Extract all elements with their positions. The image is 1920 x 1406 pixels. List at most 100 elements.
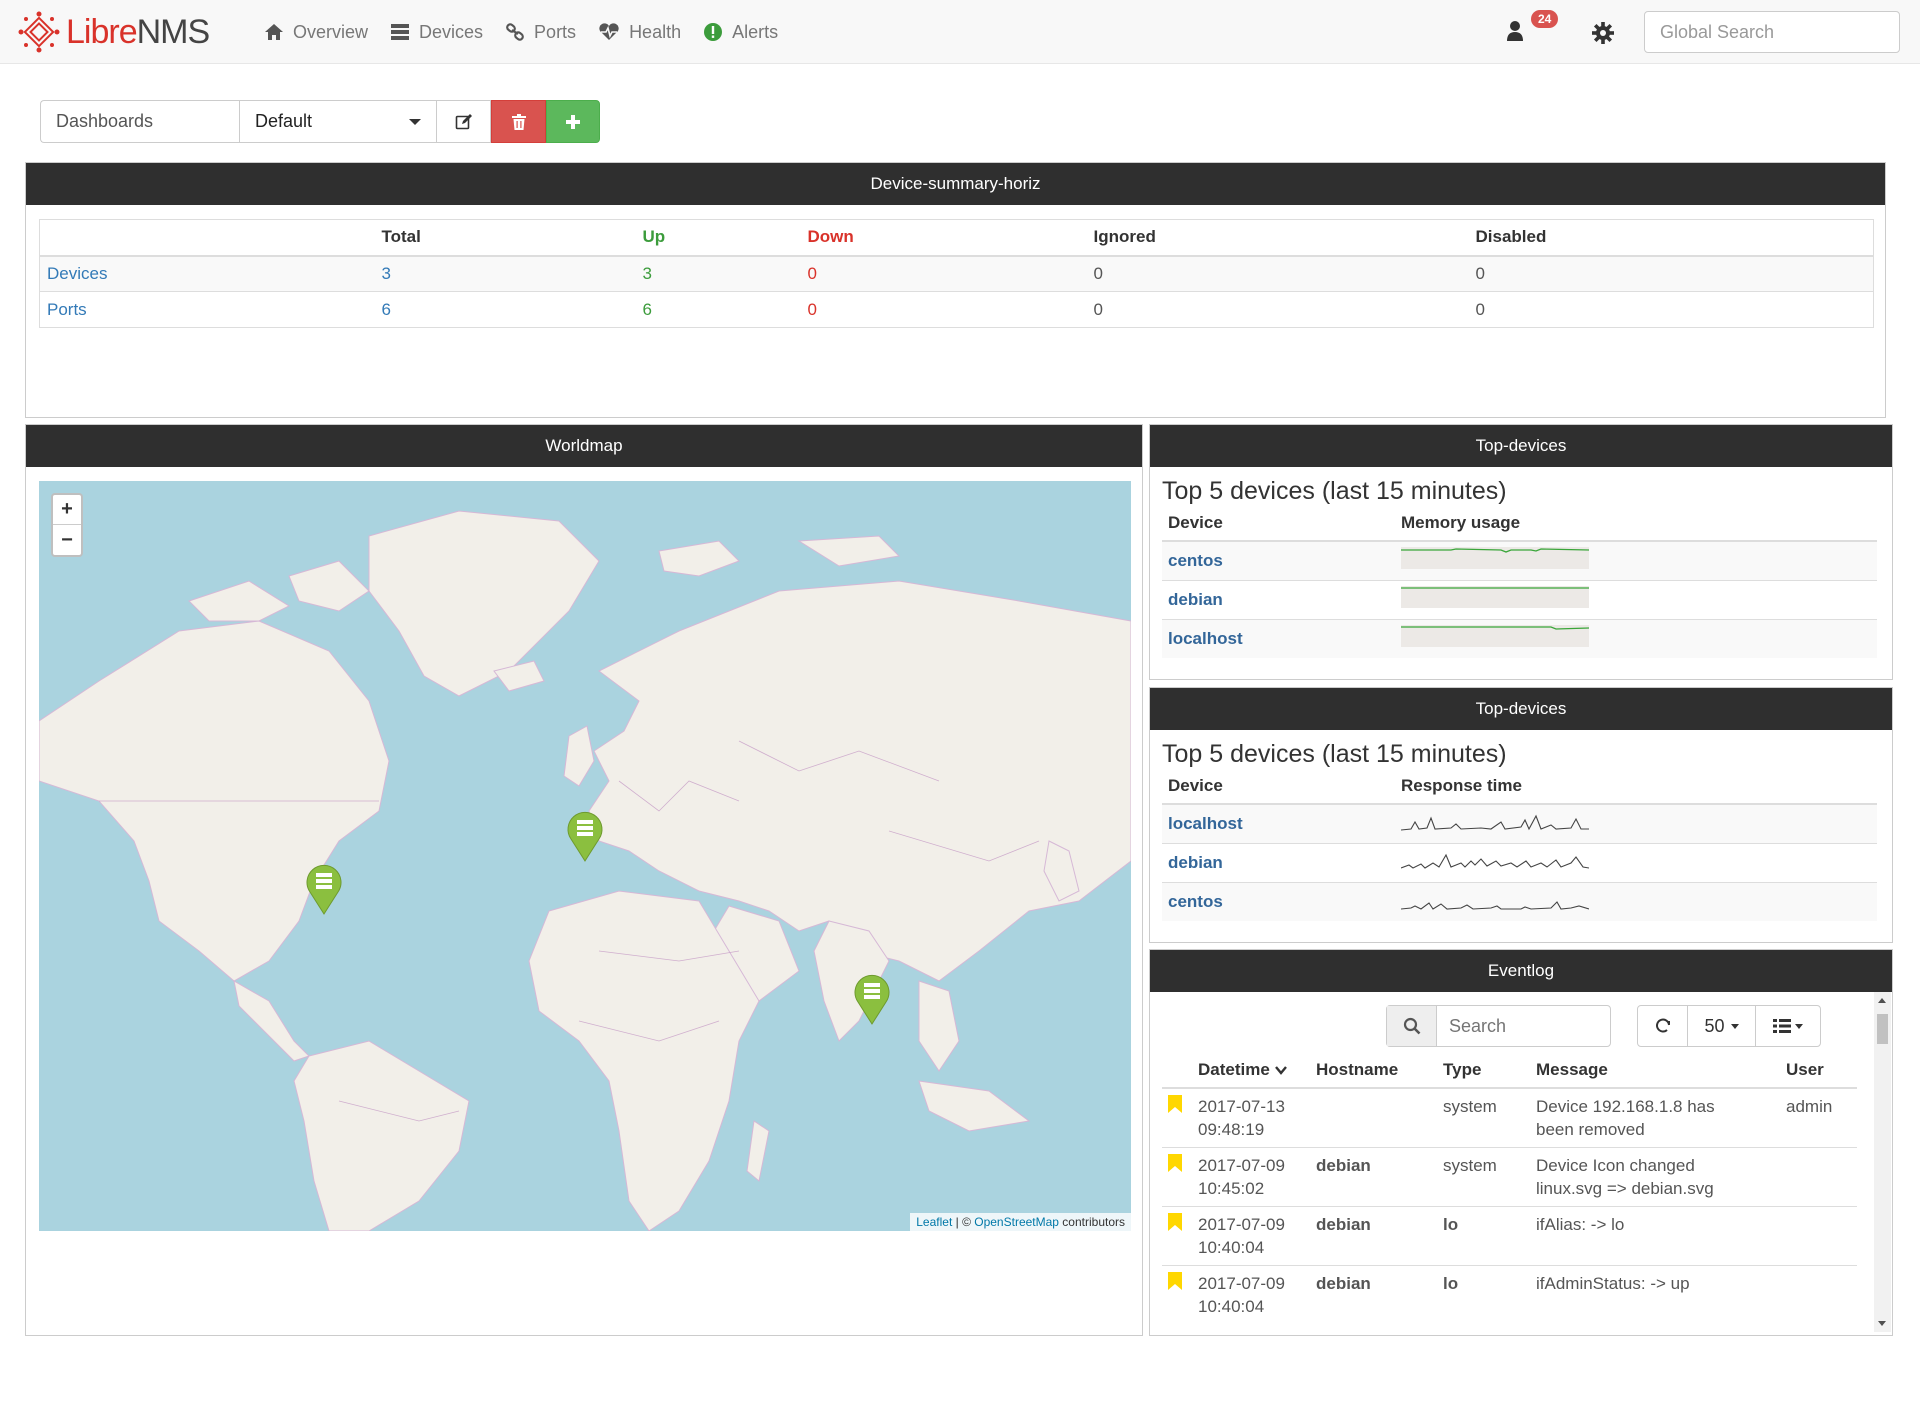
scroll-up-arrow-icon[interactable] [1878, 998, 1886, 1003]
device-link[interactable]: localhost [1162, 618, 1395, 658]
table-row: 2017-07-13 09:48:19 system Device 192.168… [1162, 1087, 1857, 1148]
nav-overview[interactable]: Overview [264, 22, 368, 43]
add-dashboard-button[interactable] [546, 100, 600, 143]
nav-devices[interactable]: Devices [390, 22, 483, 43]
event-message-line1: ifAdminStatus: -> up [1536, 1274, 1690, 1293]
device-link[interactable]: debian [1162, 579, 1395, 619]
dashboards-label: Dashboards [40, 100, 239, 143]
summary-col-blank [39, 219, 375, 257]
device-summary-widget-title[interactable]: Device-summary-horiz [26, 163, 1885, 205]
page-size-dropdown[interactable]: 50 [1688, 1006, 1756, 1046]
table-row: localhost [1162, 618, 1877, 658]
event-hostname[interactable]: debian [1310, 1147, 1437, 1207]
list-icon [1773, 1019, 1791, 1033]
response-sparkline[interactable] [1395, 803, 1877, 843]
col-datetime[interactable]: Datetime [1192, 1052, 1310, 1089]
dashboard-select[interactable]: Default [239, 100, 437, 143]
plus-icon [566, 114, 580, 129]
summary-row-name[interactable]: Ports [39, 291, 375, 328]
event-message-line1: Device Icon changed [1536, 1156, 1695, 1175]
event-time: 10:40:04 [1198, 1297, 1265, 1316]
response-sparkline[interactable] [1395, 881, 1877, 921]
event-hostname[interactable] [1310, 1087, 1437, 1148]
col-hostname[interactable]: Hostname [1310, 1052, 1437, 1089]
severity-cell [1162, 1265, 1192, 1324]
summary-total[interactable]: 6 [374, 291, 636, 328]
delete-dashboard-button[interactable] [491, 100, 546, 143]
summary-up[interactable]: 6 [635, 291, 801, 328]
nav-ports[interactable]: Ports [505, 22, 576, 43]
table-row: centos [1162, 540, 1877, 580]
device-link[interactable]: localhost [1162, 803, 1395, 843]
device-summary-table: Total Up Down Ignored Disabled Devices 3… [39, 219, 1874, 328]
summary-row-name[interactable]: Devices [39, 255, 375, 292]
summary-col-disabled: Disabled [1468, 219, 1874, 257]
table-row: 2017-07-09 10:45:02 debian system Device … [1162, 1147, 1857, 1207]
event-hostname[interactable]: debian [1310, 1206, 1437, 1266]
device-link[interactable]: centos [1162, 881, 1395, 921]
alert-count-badge[interactable]: 24 [1531, 10, 1559, 28]
gear-icon [1592, 22, 1614, 44]
col-device: Device [1162, 768, 1395, 805]
table-row: 2017-07-09 10:40:04 debian lo ifAdminStat… [1162, 1265, 1857, 1324]
table-row: 2017-07-09 10:40:04 debian lo ifAlias: ->… [1162, 1206, 1857, 1266]
summary-col-total: Total [374, 219, 636, 257]
eventlog-widget-title[interactable]: Eventlog [1150, 950, 1892, 992]
top-navbar: LibreNMS Overview Devices Ports Health A… [0, 0, 1920, 64]
openstreetmap-link[interactable]: OpenStreetMap [974, 1215, 1059, 1229]
nav-alerts[interactable]: Alerts [703, 22, 778, 43]
zoom-in-button[interactable]: + [53, 495, 81, 525]
top-devices-widget-title[interactable]: Top-devices [1150, 688, 1892, 730]
server-marker-icon[interactable] [305, 863, 343, 915]
scrollbar-thumb[interactable] [1877, 1014, 1888, 1044]
top-devices-widget-title[interactable]: Top-devices [1150, 425, 1892, 467]
event-user: admin [1780, 1087, 1857, 1148]
scroll-down-arrow-icon[interactable] [1878, 1321, 1886, 1326]
summary-col-down: Down [800, 219, 1087, 257]
bookmark-icon [1168, 1095, 1182, 1113]
event-time: 10:45:02 [1198, 1179, 1265, 1198]
summary-col-up: Up [635, 219, 801, 257]
nav-health[interactable]: Health [598, 22, 681, 43]
summary-down[interactable]: 0 [800, 255, 1087, 292]
worldmap-widget-title[interactable]: Worldmap [26, 425, 1142, 467]
server-marker-icon[interactable] [566, 810, 604, 862]
event-port-link[interactable]: lo [1437, 1265, 1530, 1324]
zoom-out-button[interactable]: − [61, 528, 73, 551]
event-hostname[interactable]: debian [1310, 1265, 1437, 1324]
global-search-input[interactable] [1644, 11, 1900, 53]
eventlog-scrollbar[interactable] [1874, 992, 1891, 1332]
user-menu[interactable] [1506, 20, 1524, 47]
table-row: Ports 6 6 0 0 0 [39, 291, 1874, 328]
event-message-line2: been removed [1536, 1120, 1645, 1139]
response-sparkline[interactable] [1395, 842, 1877, 882]
eventlog-search-input[interactable] [1437, 1006, 1607, 1046]
refresh-button[interactable] [1638, 1006, 1688, 1046]
device-link[interactable]: debian [1162, 842, 1395, 882]
col-type[interactable]: Type [1437, 1052, 1530, 1089]
summary-down[interactable]: 0 [800, 291, 1087, 328]
summary-total[interactable]: 3 [374, 255, 636, 292]
leaflet-link[interactable]: Leaflet [916, 1215, 953, 1229]
librenms-logo[interactable]: LibreNMS [18, 10, 210, 54]
map-land [39, 510, 1131, 1231]
event-port-link[interactable]: lo [1437, 1206, 1530, 1266]
event-time: 09:48:19 [1198, 1120, 1265, 1139]
col-user[interactable]: User [1780, 1052, 1857, 1089]
datetime-cell: 2017-07-13 09:48:19 [1192, 1087, 1310, 1148]
summary-up[interactable]: 3 [635, 255, 801, 292]
severity-cell [1162, 1206, 1192, 1266]
worldmap-widget: Worldmap [25, 424, 1143, 1336]
memory-sparkline[interactable] [1395, 618, 1877, 658]
server-marker-icon[interactable] [853, 973, 891, 1025]
col-message[interactable]: Message [1530, 1052, 1780, 1089]
col-response-time: Response time [1395, 768, 1877, 805]
memory-sparkline[interactable] [1395, 540, 1877, 580]
edit-dashboard-button[interactable] [437, 100, 491, 143]
world-map[interactable]: + − Leaflet | © OpenStreetMap contributo… [39, 481, 1131, 1231]
settings-menu[interactable] [1592, 22, 1614, 49]
device-link[interactable]: centos [1162, 540, 1395, 580]
table-row: centos [1162, 881, 1877, 921]
memory-sparkline[interactable] [1395, 579, 1877, 619]
columns-dropdown[interactable] [1756, 1006, 1820, 1046]
